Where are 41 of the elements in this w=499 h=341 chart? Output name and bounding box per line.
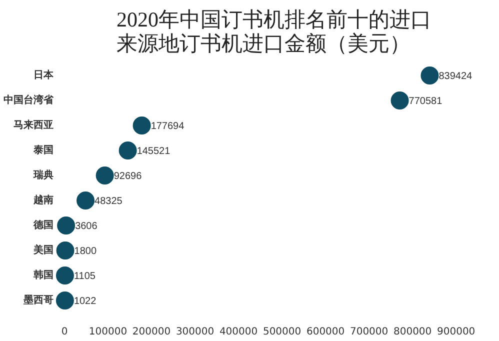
- y-tick-label: 越南: [32, 194, 54, 206]
- x-tick-label: 800000: [393, 326, 432, 338]
- y-tick-label: 德国: [32, 219, 54, 231]
- x-tick-label: 600000: [306, 326, 345, 338]
- y-tick-label: 日本: [34, 69, 54, 81]
- x-tick-label: 500000: [262, 326, 302, 338]
- data-label: 145521: [136, 146, 171, 157]
- data-label: 92696: [114, 171, 142, 182]
- x-tick-label: 900000: [437, 326, 476, 338]
- x-tick-label: 0: [61, 326, 68, 338]
- data-label: 3606: [75, 221, 98, 232]
- y-tick-label: 中国台湾省: [4, 94, 54, 106]
- point: [56, 292, 74, 310]
- y-tick-label: 泰国: [32, 144, 54, 156]
- point: [56, 242, 74, 260]
- point: [96, 166, 114, 184]
- y-tick-label: 韩国: [32, 269, 54, 281]
- data-label: 770581: [408, 96, 443, 107]
- point: [76, 192, 95, 210]
- y-tick-label: 马来西亚: [14, 119, 54, 131]
- x-tick-label: 100000: [88, 326, 128, 338]
- data-label: 177694: [150, 121, 185, 132]
- point: [420, 66, 439, 84]
- data-label: 1800: [74, 246, 97, 257]
- point: [56, 266, 74, 284]
- data-label: 1105: [74, 271, 96, 282]
- x-tick-label: 300000: [176, 326, 214, 338]
- point: [57, 216, 76, 234]
- y-tick-label: 瑞典: [32, 169, 54, 181]
- x-tick-label: 200000: [132, 326, 171, 338]
- data-label: 1022: [74, 296, 97, 307]
- x-tick-label: 700000: [350, 326, 388, 338]
- x-tick-label: 400000: [219, 326, 258, 338]
- point: [118, 142, 137, 160]
- data-label: 48325: [94, 196, 123, 207]
- data-label: 839424: [438, 71, 473, 82]
- y-tick-label: 墨西哥: [22, 294, 54, 306]
- chart-title: 2020年中国订书机排名前十的进口来源地订书机进口金额（美元）: [116, 8, 432, 56]
- point: [132, 116, 151, 134]
- point: [390, 92, 409, 110]
- y-tick-label: 美国: [32, 244, 54, 256]
